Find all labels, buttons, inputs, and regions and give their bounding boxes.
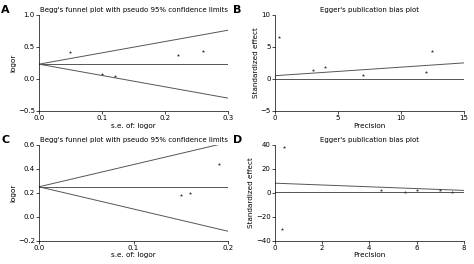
Point xyxy=(422,70,430,74)
Title: Begg's funnel plot with pseudo 95% confidence limits: Begg's funnel plot with pseudo 95% confi… xyxy=(40,7,228,13)
Text: C: C xyxy=(1,135,9,145)
Y-axis label: Standardized effect: Standardized effect xyxy=(253,27,259,98)
Point xyxy=(437,188,444,192)
X-axis label: s.e. of: logor: s.e. of: logor xyxy=(111,252,156,258)
Point xyxy=(321,65,329,69)
Point xyxy=(428,49,436,53)
Point xyxy=(359,73,367,77)
Point xyxy=(275,35,283,39)
Point xyxy=(401,190,409,194)
Point xyxy=(413,188,420,192)
Point xyxy=(98,72,106,76)
Point xyxy=(448,190,456,194)
Point xyxy=(215,162,223,166)
Point xyxy=(187,191,194,195)
Point xyxy=(199,49,207,53)
Point xyxy=(111,74,118,78)
Title: Egger's publication bias plot: Egger's publication bias plot xyxy=(320,7,419,13)
Point xyxy=(67,50,74,54)
Point xyxy=(177,193,185,197)
Point xyxy=(309,68,316,72)
Point xyxy=(377,188,385,192)
Text: D: D xyxy=(233,135,242,145)
X-axis label: Precision: Precision xyxy=(353,252,385,258)
Y-axis label: logor: logor xyxy=(10,184,17,202)
Point xyxy=(174,53,182,57)
Point xyxy=(278,227,286,231)
Text: B: B xyxy=(233,5,241,15)
Title: Egger's publication bias plot: Egger's publication bias plot xyxy=(320,137,419,143)
Title: Begg's funnel plot with pseudo 95% confidence limits: Begg's funnel plot with pseudo 95% confi… xyxy=(40,137,228,143)
Y-axis label: logor: logor xyxy=(10,54,17,72)
X-axis label: s.e. of: logor: s.e. of: logor xyxy=(111,122,156,129)
Y-axis label: Standardized effect: Standardized effect xyxy=(248,157,255,228)
Text: A: A xyxy=(1,5,10,15)
Point xyxy=(281,145,288,149)
X-axis label: Precision: Precision xyxy=(353,122,385,129)
